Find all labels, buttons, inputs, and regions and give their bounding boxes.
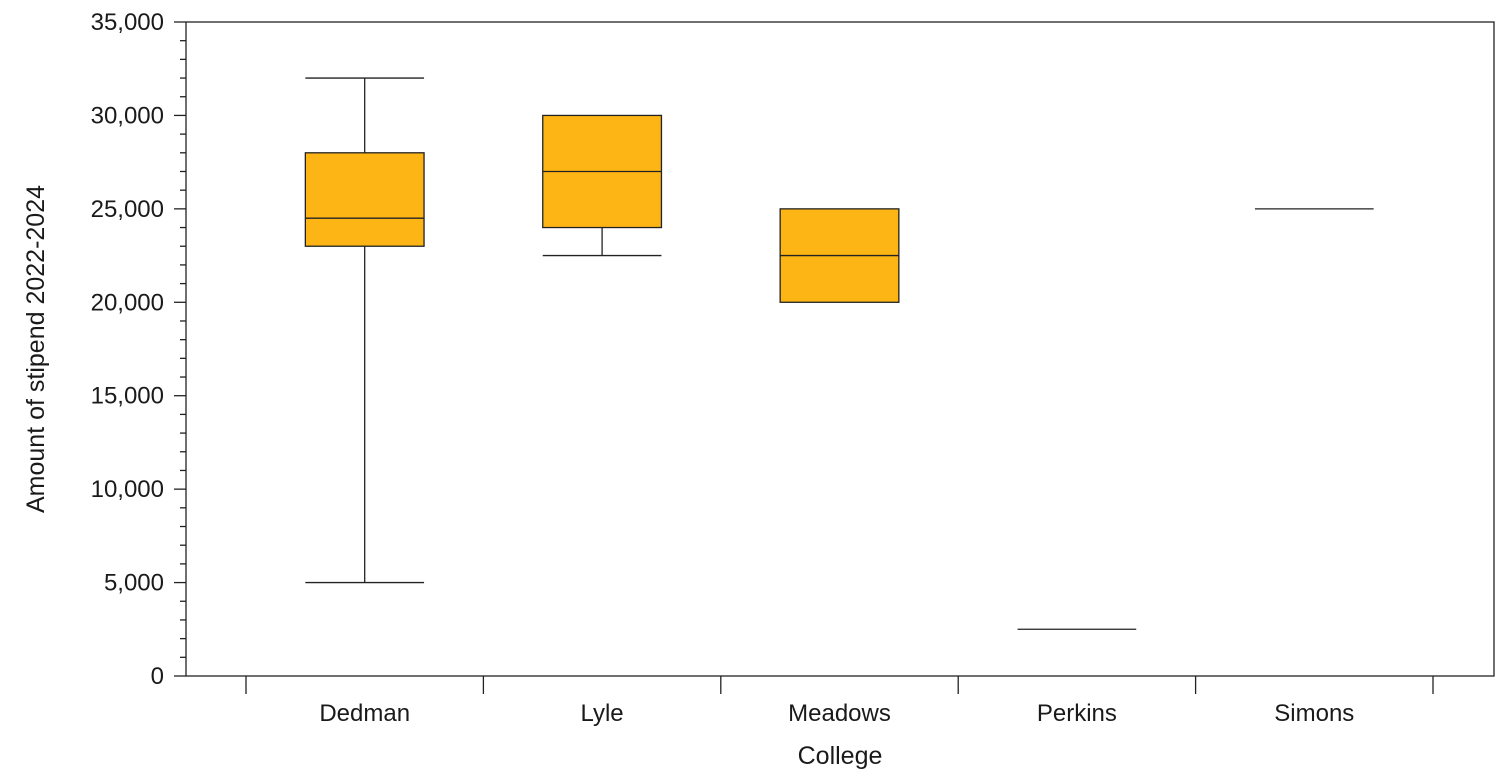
x-tick-label: Dedman <box>319 700 410 727</box>
x-tick-label: Meadows <box>788 700 891 727</box>
y-tick-label: 20,000 <box>91 289 164 316</box>
y-tick-label: 5,000 <box>104 570 164 597</box>
box-dedman <box>304 77 425 584</box>
y-tick-label: 10,000 <box>91 476 164 503</box>
y-tick-label: 35,000 <box>91 9 164 36</box>
y-tick-label: 25,000 <box>91 196 164 223</box>
plot-frame <box>185 21 1495 677</box>
x-tick-label: Lyle <box>581 700 624 727</box>
box-series <box>304 77 1374 630</box>
box-meadows <box>779 208 900 303</box>
x-tick-label: Simons <box>1274 700 1354 727</box>
y-tick-label: 30,000 <box>91 102 164 129</box>
x-axis-title: College <box>798 742 883 770</box>
y-tick-label: 15,000 <box>91 383 164 410</box>
y-axis-title: Amount of stipend 2022-2024 <box>22 185 50 513</box>
x-axis: Dedman Lyle Meadows Perkins Simons <box>245 676 1434 727</box>
box-lyle <box>542 114 663 257</box>
x-tick-label: Perkins <box>1037 700 1117 727</box>
y-tick-label: 0 <box>151 663 164 690</box>
y-axis: 0 5,000 10,000 15,000 20,000 25,000 30,000 35,0… <box>91 9 186 690</box>
box-iqr <box>304 152 425 247</box>
